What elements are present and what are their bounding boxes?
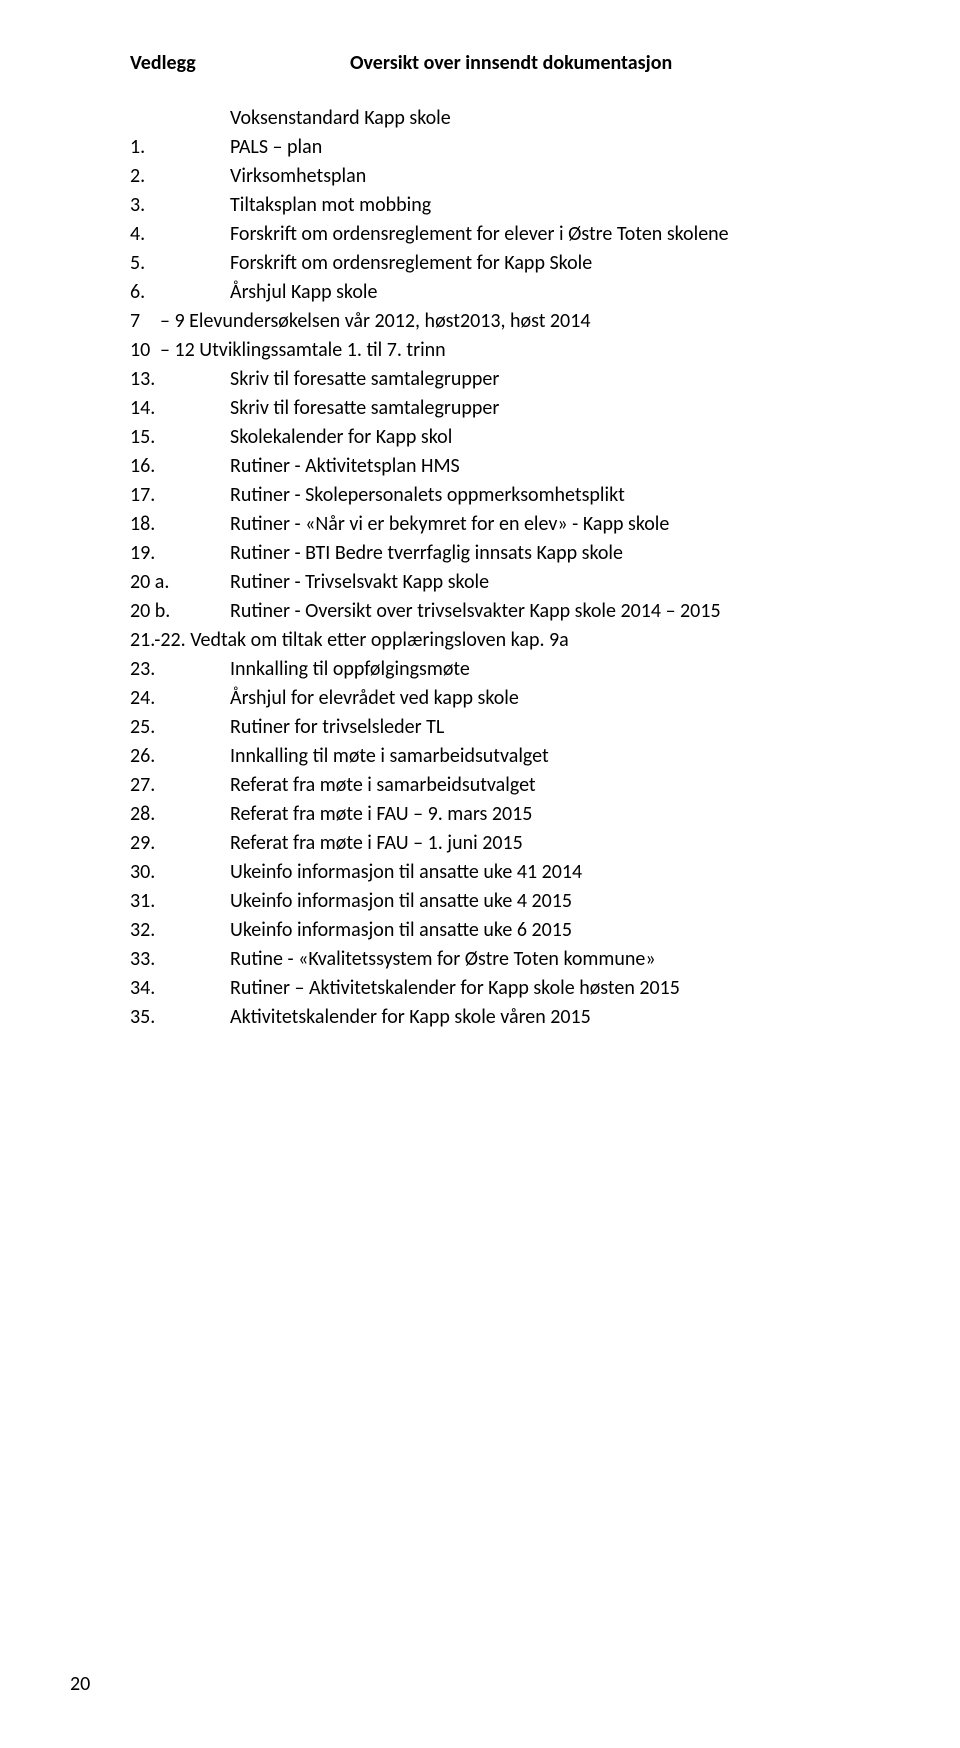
list-item-number: 29. (130, 830, 230, 857)
list-item: 31.Ukeinfo informasjon til ansatte uke 4… (130, 888, 890, 915)
list-item-text: – 9 Elevundersøkelsen vår 2012, høst2013… (160, 308, 890, 335)
list-item: 34.Rutiner – Aktivitetskalender for Kapp… (130, 975, 890, 1002)
list-item-number: 34. (130, 975, 230, 1002)
list-item-text: Rutiner – Aktivitetskalender for Kapp sk… (230, 975, 890, 1002)
list-item: 15.Skolekalender for Kapp skol (130, 424, 890, 451)
list-item-text: Rutiner - Skolepersonalets oppmerksomhet… (230, 482, 890, 509)
list-item-text: Rutiner - Oversikt over trivselsvakter K… (230, 598, 890, 625)
list-item-text: Skriv til foresatte samtalegrupper (230, 395, 890, 422)
list-item-text: Årshjul Kapp skole (230, 279, 890, 306)
list-item: 20 b.Rutiner - Oversikt over trivselsvak… (130, 598, 890, 625)
subtitle: Voksenstandard Kapp skole (230, 105, 890, 132)
list-item-text: Rutiner - BTI Bedre tverrfaglig innsats … (230, 540, 890, 567)
list-item-number: 26. (130, 743, 230, 770)
list-item-number: 6. (130, 279, 230, 306)
list-item: 28.Referat fra møte i FAU – 9. mars 2015 (130, 801, 890, 828)
list-item-number: 19. (130, 540, 230, 567)
list-item: 25.Rutiner for trivselsleder TL (130, 714, 890, 741)
list-item-number: 5. (130, 250, 230, 277)
list-item-number: 2. (130, 163, 230, 190)
list-item: 35.Aktivitetskalender for Kapp skole vår… (130, 1004, 890, 1031)
list-item-text: Referat fra møte i FAU – 1. juni 2015 (230, 830, 890, 857)
list-item-number: 4. (130, 221, 230, 248)
page-number: 20 (70, 1671, 890, 1698)
list-item: 26.Innkalling til møte i samarbeidsutval… (130, 743, 890, 770)
list-item: 13.Skriv til foresatte samtalegrupper (130, 366, 890, 393)
header-vedlegg: Vedlegg (130, 50, 350, 77)
header-title: Oversikt over innsendt dokumentasjon (350, 50, 890, 77)
list-item-number: 28. (130, 801, 230, 828)
list-item: 24.Årshjul for elevrådet ved kapp skole (130, 685, 890, 712)
page-header: Vedlegg Oversikt over innsendt dokumenta… (130, 50, 890, 77)
list-item-text: – 12 Utviklingssamtale 1. til 7. trinn (160, 337, 890, 364)
list-item: 16.Rutiner - Aktivitetsplan HMS (130, 453, 890, 480)
list-item: 32.Ukeinfo informasjon til ansatte uke 6… (130, 917, 890, 944)
document-list: 1.PALS – plan2.Virksomhetsplan3.Tiltaksp… (130, 134, 890, 1031)
list-item-number: 18. (130, 511, 230, 538)
list-item: 21.-22. Vedtak om tiltak etter opplæring… (130, 627, 890, 654)
list-item-number: 23. (130, 656, 230, 683)
list-item: 23.Innkalling til oppfølgingsmøte (130, 656, 890, 683)
list-item-number: 35. (130, 1004, 230, 1031)
list-item-number: 31. (130, 888, 230, 915)
list-item: 1.PALS – plan (130, 134, 890, 161)
list-item-number: 3. (130, 192, 230, 219)
list-item-text: Rutine - «Kvalitetssystem for Østre Tote… (230, 946, 890, 973)
list-item: 19.Rutiner - BTI Bedre tverrfaglig innsa… (130, 540, 890, 567)
list-item-text: Vedtak om tiltak etter opplæringsloven k… (186, 628, 569, 652)
list-item-text: Innkalling til møte i samarbeidsutvalget (230, 743, 890, 770)
list-item-text: Tiltaksplan mot mobbing (230, 192, 890, 219)
list-item-text: Forskrift om ordensreglement for elever … (230, 221, 890, 248)
list-item: 27.Referat fra møte i samarbeidsutvalget (130, 772, 890, 799)
list-item: 2.Virksomhetsplan (130, 163, 890, 190)
list-item-number: 16. (130, 453, 230, 480)
list-item: 3.Tiltaksplan mot mobbing (130, 192, 890, 219)
list-item-text: PALS – plan (230, 134, 890, 161)
list-item: 5.Forskrift om ordensreglement for Kapp … (130, 250, 890, 277)
list-item-number: 30. (130, 859, 230, 886)
list-item-text: Ukeinfo informasjon til ansatte uke 4 20… (230, 888, 890, 915)
list-item-text: Forskrift om ordensreglement for Kapp Sk… (230, 250, 890, 277)
list-item-number: 10 (130, 337, 160, 364)
list-item: 29.Referat fra møte i FAU – 1. juni 2015 (130, 830, 890, 857)
list-item: 10– 12 Utviklingssamtale 1. til 7. trinn (130, 337, 890, 364)
list-item-text: Rutiner - Aktivitetsplan HMS (230, 453, 890, 480)
list-item-number: 13. (130, 366, 230, 393)
list-item: 33.Rutine - «Kvalitetssystem for Østre T… (130, 946, 890, 973)
list-item-number: 21.-22. (130, 628, 186, 652)
list-item-number: 27. (130, 772, 230, 799)
list-item-number: 14. (130, 395, 230, 422)
list-item: 7– 9 Elevundersøkelsen vår 2012, høst201… (130, 308, 890, 335)
list-item: 30.Ukeinfo informasjon til ansatte uke 4… (130, 859, 890, 886)
list-item-text: Rutiner - «Når vi er bekymret for en ele… (230, 511, 890, 538)
list-item-text: Rutiner for trivselsleder TL (230, 714, 890, 741)
list-item-text: Innkalling til oppfølgingsmøte (230, 656, 890, 683)
list-item-number: 20 a. (130, 569, 230, 596)
list-item-number: 32. (130, 917, 230, 944)
list-item-number: 15. (130, 424, 230, 451)
list-item: 17.Rutiner - Skolepersonalets oppmerksom… (130, 482, 890, 509)
list-item-text: Referat fra møte i samarbeidsutvalget (230, 772, 890, 799)
list-item-number: 25. (130, 714, 230, 741)
list-item-text: Virksomhetsplan (230, 163, 890, 190)
list-item: 4.Forskrift om ordensreglement for eleve… (130, 221, 890, 248)
list-item-number: 33. (130, 946, 230, 973)
list-item: 6.Årshjul Kapp skole (130, 279, 890, 306)
list-item-number: 7 (130, 308, 160, 335)
list-item-number: 1. (130, 134, 230, 161)
list-item: 20 a.Rutiner - Trivselsvakt Kapp skole (130, 569, 890, 596)
list-item-text: Årshjul for elevrådet ved kapp skole (230, 685, 890, 712)
list-item-text: Referat fra møte i FAU – 9. mars 2015 (230, 801, 890, 828)
list-item-text: Rutiner - Trivselsvakt Kapp skole (230, 569, 890, 596)
list-item-number: 17. (130, 482, 230, 509)
list-item-text: Aktivitetskalender for Kapp skole våren … (230, 1004, 890, 1031)
list-item-number: 20 b. (130, 598, 230, 625)
list-item-text: Ukeinfo informasjon til ansatte uke 41 2… (230, 859, 890, 886)
list-item: 18.Rutiner - «Når vi er bekymret for en … (130, 511, 890, 538)
list-item-text: Skolekalender for Kapp skol (230, 424, 890, 451)
list-item: 14.Skriv til foresatte samtalegrupper (130, 395, 890, 422)
list-item-text: Skriv til foresatte samtalegrupper (230, 366, 890, 393)
list-item-number: 24. (130, 685, 230, 712)
list-item-text: Ukeinfo informasjon til ansatte uke 6 20… (230, 917, 890, 944)
